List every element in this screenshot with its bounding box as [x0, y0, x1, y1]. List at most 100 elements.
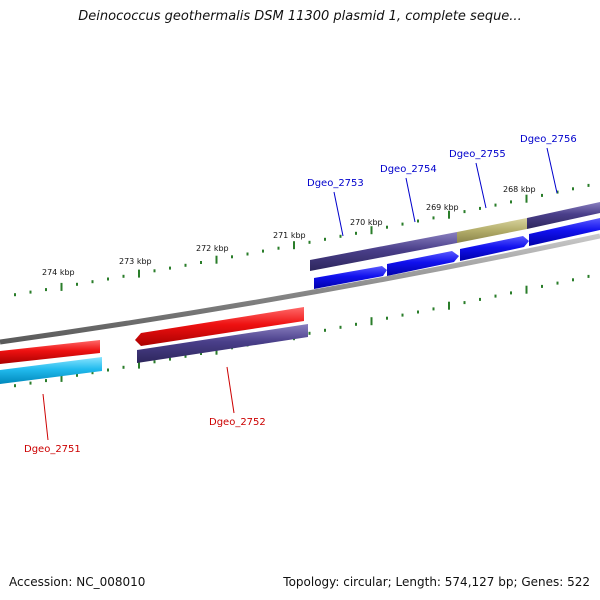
minor-tick	[324, 328, 326, 332]
minor-tick	[556, 190, 559, 194]
gene-label-dgeo-2756[interactable]: Dgeo_2756	[520, 134, 577, 145]
minor-tick	[262, 249, 264, 253]
minor-tick	[510, 200, 512, 204]
minor-tick	[184, 354, 187, 358]
minor-tick	[417, 310, 419, 314]
minor-tick	[355, 322, 357, 326]
cds-dgeo-2751[interactable]	[0, 340, 100, 364]
scale-ticks-upper	[14, 183, 590, 297]
minor-tick	[510, 291, 512, 295]
minor-tick	[587, 183, 590, 187]
minor-tick	[355, 231, 357, 235]
minor-tick	[572, 278, 574, 282]
gene-feature-dgeo-2751[interactable]	[0, 357, 102, 384]
minor-tick	[169, 266, 171, 270]
gene-labels: Dgeo_2751 Dgeo_2752 Dgeo_2753 Dgeo_2754 …	[24, 134, 577, 455]
major-tick	[525, 194, 528, 203]
minor-tick	[277, 246, 280, 250]
major-tick	[370, 317, 373, 326]
minor-tick	[541, 284, 543, 288]
minor-tick	[14, 384, 16, 388]
minor-tick	[91, 371, 94, 375]
minor-tick	[463, 301, 466, 305]
minor-tick	[386, 225, 388, 229]
minor-tick	[107, 368, 109, 372]
scale-label: 274 kbp	[42, 268, 75, 277]
minor-tick	[153, 360, 156, 364]
minor-tick	[76, 373, 78, 377]
minor-tick	[107, 277, 109, 281]
cds-dgeo-2753[interactable]	[314, 266, 387, 289]
minor-tick	[494, 294, 497, 298]
map-title: Deinococcus geothermalis DSM 11300 plasm…	[78, 9, 522, 24]
gene-feature-dgeo-2752[interactable]	[137, 324, 308, 363]
callout-line	[42, 393, 49, 441]
reverse-gene-features	[0, 324, 308, 384]
major-tick	[215, 255, 218, 264]
minor-tick	[432, 307, 435, 311]
minor-tick	[494, 203, 497, 207]
minor-tick	[324, 237, 326, 241]
minor-tick	[200, 352, 202, 355]
minor-tick	[479, 206, 481, 210]
minor-tick	[556, 281, 559, 285]
minor-tick	[479, 297, 481, 301]
minor-tick	[184, 263, 187, 267]
minor-tick	[29, 290, 32, 294]
gene-feature-dgeo-2755[interactable]	[457, 218, 527, 243]
scale-label: 272 kbp	[196, 244, 229, 253]
gene-feature-dgeo-2753[interactable]	[310, 232, 457, 271]
topology-stats: Topology: circular; Length: 574,127 bp; …	[283, 575, 590, 589]
minor-tick	[45, 288, 47, 292]
cds-dgeo-2756[interactable]	[529, 218, 600, 246]
gene-label-dgeo-2751[interactable]: Dgeo_2751	[24, 444, 81, 455]
major-tick	[293, 241, 295, 250]
scale-label: 268 kbp	[503, 185, 536, 194]
major-tick	[138, 269, 140, 278]
major-tick	[60, 282, 63, 291]
major-tick	[370, 226, 373, 235]
minor-tick	[401, 313, 404, 317]
minor-tick	[122, 274, 125, 278]
minor-tick	[45, 379, 47, 383]
forward-cds	[314, 218, 600, 289]
cds-dgeo-2755[interactable]	[460, 236, 529, 261]
minor-tick	[308, 240, 311, 244]
callout-line	[405, 177, 416, 223]
minor-tick	[308, 331, 311, 335]
reverse-cds	[0, 307, 304, 364]
callout-line	[226, 366, 235, 414]
cds-dgeo-2752[interactable]	[135, 307, 304, 346]
gene-label-dgeo-2755[interactable]: Dgeo_2755	[449, 149, 506, 160]
scale-label: 273 kbp	[119, 257, 152, 266]
minor-tick	[432, 216, 435, 220]
minor-tick	[587, 274, 590, 278]
minor-tick	[29, 381, 32, 385]
gene-callouts	[42, 147, 558, 441]
gene-feature-dgeo-2756[interactable]	[527, 202, 600, 229]
scale-labels: 274 kbp 273 kbp 272 kbp 271 kbp 270 kbp …	[42, 185, 536, 277]
minor-tick	[14, 293, 16, 297]
scale-label: 271 kbp	[273, 231, 306, 240]
gene-label-dgeo-2753[interactable]: Dgeo_2753	[307, 178, 364, 189]
major-tick	[60, 373, 63, 382]
scale-label: 269 kbp	[426, 203, 459, 212]
minor-tick	[153, 269, 156, 273]
minor-tick	[76, 282, 78, 286]
minor-tick	[91, 280, 94, 284]
minor-tick	[339, 234, 342, 238]
minor-tick	[246, 252, 249, 256]
minor-tick	[200, 261, 202, 264]
forward-gene-features	[310, 202, 600, 271]
minor-tick	[169, 357, 171, 361]
scale-ticks-lower	[14, 274, 590, 388]
minor-tick	[339, 325, 342, 329]
callout-line	[475, 162, 487, 209]
minor-tick	[122, 365, 125, 369]
gene-label-dgeo-2754[interactable]: Dgeo_2754	[380, 164, 437, 175]
minor-tick	[463, 210, 466, 214]
minor-tick	[541, 193, 543, 197]
gene-label-dgeo-2752[interactable]: Dgeo_2752	[209, 417, 266, 428]
cds-dgeo-2754[interactable]	[387, 251, 459, 276]
